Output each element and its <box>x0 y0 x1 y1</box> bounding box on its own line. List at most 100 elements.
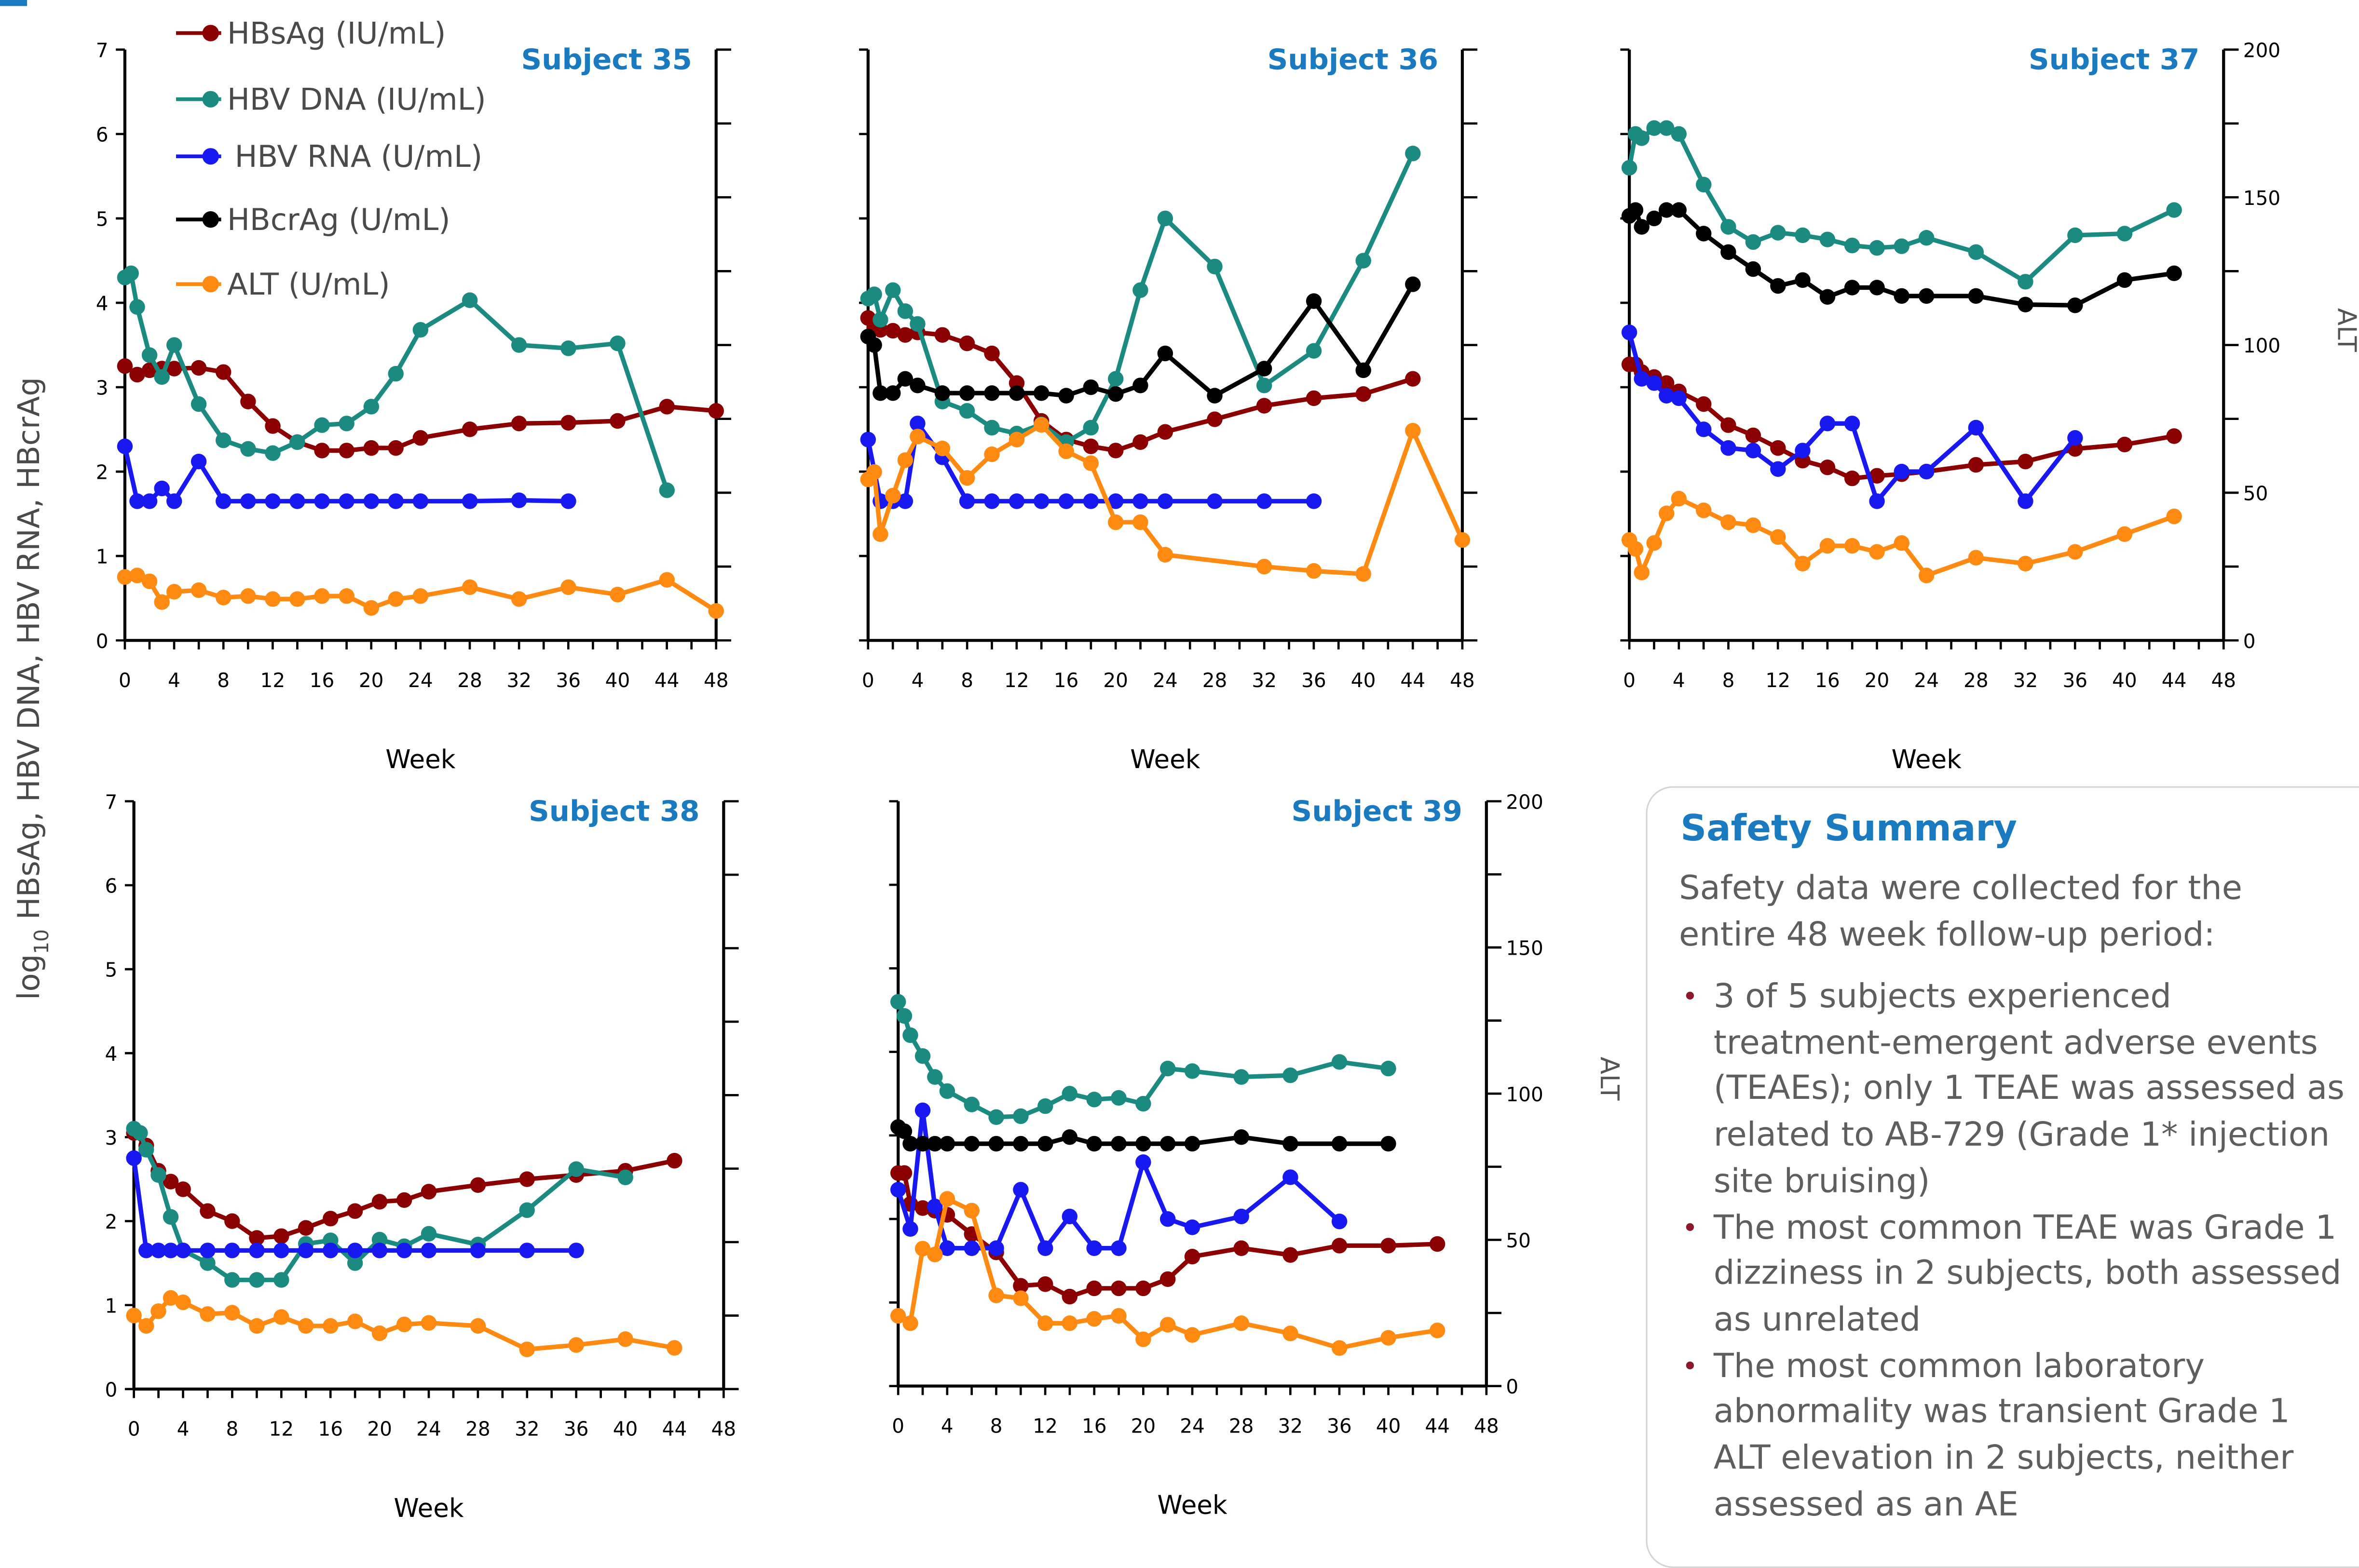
subject-title: Subject 39 <box>1292 794 1462 827</box>
data-point <box>1013 1108 1029 1124</box>
data-point <box>154 594 170 610</box>
data-point <box>1658 120 1675 136</box>
series-hbv <box>117 438 576 509</box>
data-point <box>914 1135 931 1152</box>
safety-summary-intro: Safety data were collected for the entir… <box>1679 870 2243 955</box>
data-point <box>1429 1323 1445 1338</box>
data-point <box>1086 1092 1102 1108</box>
data-point <box>462 421 478 437</box>
data-point <box>1058 493 1074 509</box>
x-tick-label: 40 <box>605 669 630 692</box>
legend-label: HBcrAg (U/mL) <box>227 202 450 237</box>
legend-marker <box>202 276 219 293</box>
legend-label: ALT (U/mL) <box>227 267 390 302</box>
bullet-marker: • <box>1682 1212 1698 1244</box>
data-point <box>1720 244 1736 260</box>
y-axis-label-prefix: log <box>11 954 46 1000</box>
subject-title: Subject 35 <box>521 42 692 76</box>
data-point <box>1306 343 1322 359</box>
x-tick-label: 0 <box>1623 669 1636 692</box>
series-hbv <box>1621 120 2182 290</box>
data-point <box>1621 324 1637 340</box>
data-point <box>708 403 724 419</box>
x-tick-label: 4 <box>912 669 924 692</box>
data-point <box>240 393 256 409</box>
data-point <box>1207 411 1223 427</box>
x-tick-label: 36 <box>564 1418 589 1441</box>
data-point <box>1968 288 1984 304</box>
data-point <box>1111 1280 1127 1297</box>
data-point <box>511 337 527 353</box>
legend: HBsAg (IU/mL) HBV DNA (IU/mL) HBV RNA (U/m… <box>176 15 486 302</box>
data-point <box>1968 457 1984 473</box>
data-point <box>1894 238 1909 254</box>
data-point <box>890 1308 906 1324</box>
x-tick-label: 28 <box>465 1418 491 1441</box>
y-tick-label: 1 <box>105 1294 117 1317</box>
data-point <box>1745 443 1761 459</box>
data-point <box>1233 1240 1249 1256</box>
x-axis-label: Week <box>1157 1490 1227 1518</box>
data-point <box>117 358 133 374</box>
data-point <box>175 1181 191 1197</box>
data-point <box>1745 427 1761 444</box>
safety-bullet-item: • The most common TEAE was Grade 1 dizzin… <box>1679 1206 2348 1345</box>
data-point <box>2067 227 2083 243</box>
data-point <box>1306 493 1322 509</box>
data-point <box>939 1240 955 1256</box>
data-point <box>215 432 232 448</box>
x-tick-label: 36 <box>1327 1414 1352 1437</box>
data-point <box>2166 202 2182 218</box>
data-point <box>910 429 926 445</box>
data-point <box>1671 390 1687 406</box>
data-point <box>1111 1308 1127 1324</box>
y2-tick-label: 50 <box>2243 482 2268 505</box>
data-point <box>1157 210 1173 227</box>
x-tick-label: 0 <box>892 1414 904 1437</box>
data-point <box>166 583 182 600</box>
data-point <box>200 1203 216 1219</box>
y-tick-label: 7 <box>105 790 117 813</box>
data-point <box>519 1202 535 1218</box>
data-point <box>885 385 901 401</box>
data-point <box>1306 390 1322 406</box>
data-point <box>2166 428 2182 444</box>
data-point <box>1135 1135 1151 1152</box>
data-point <box>897 371 914 387</box>
data-point <box>298 1220 314 1236</box>
data-point <box>511 492 527 508</box>
data-point <box>1720 514 1736 530</box>
data-point <box>959 385 975 401</box>
data-point <box>129 568 145 583</box>
data-point <box>1646 375 1662 391</box>
data-point <box>396 1316 412 1333</box>
data-point <box>1013 1278 1029 1294</box>
data-point <box>138 1318 154 1334</box>
data-point <box>1184 1135 1200 1152</box>
data-point <box>1111 1240 1127 1256</box>
data-point <box>175 1294 191 1311</box>
data-point <box>1233 1069 1249 1085</box>
safety-summary-panel <box>1646 786 2359 1568</box>
x-tick-label: 20 <box>359 669 384 692</box>
y-tick-label: 6 <box>105 875 117 898</box>
x-tick-label: 4 <box>941 1414 954 1437</box>
data-point <box>2166 265 2182 282</box>
data-point <box>1135 1280 1151 1297</box>
top-accent-bar <box>0 0 27 6</box>
data-point <box>1770 461 1786 477</box>
data-point <box>667 1153 682 1169</box>
data-point <box>1306 563 1322 579</box>
data-point <box>1062 1315 1078 1331</box>
series-hbv <box>117 265 675 498</box>
data-point <box>224 1305 240 1321</box>
series-alt <box>1621 490 2182 583</box>
data-point <box>123 265 139 282</box>
x-tick-label: 32 <box>1252 669 1277 692</box>
data-point <box>1646 210 1662 227</box>
data-point <box>323 1211 339 1227</box>
data-point <box>1135 1331 1151 1347</box>
data-point <box>215 493 232 509</box>
data-point <box>1720 440 1736 456</box>
